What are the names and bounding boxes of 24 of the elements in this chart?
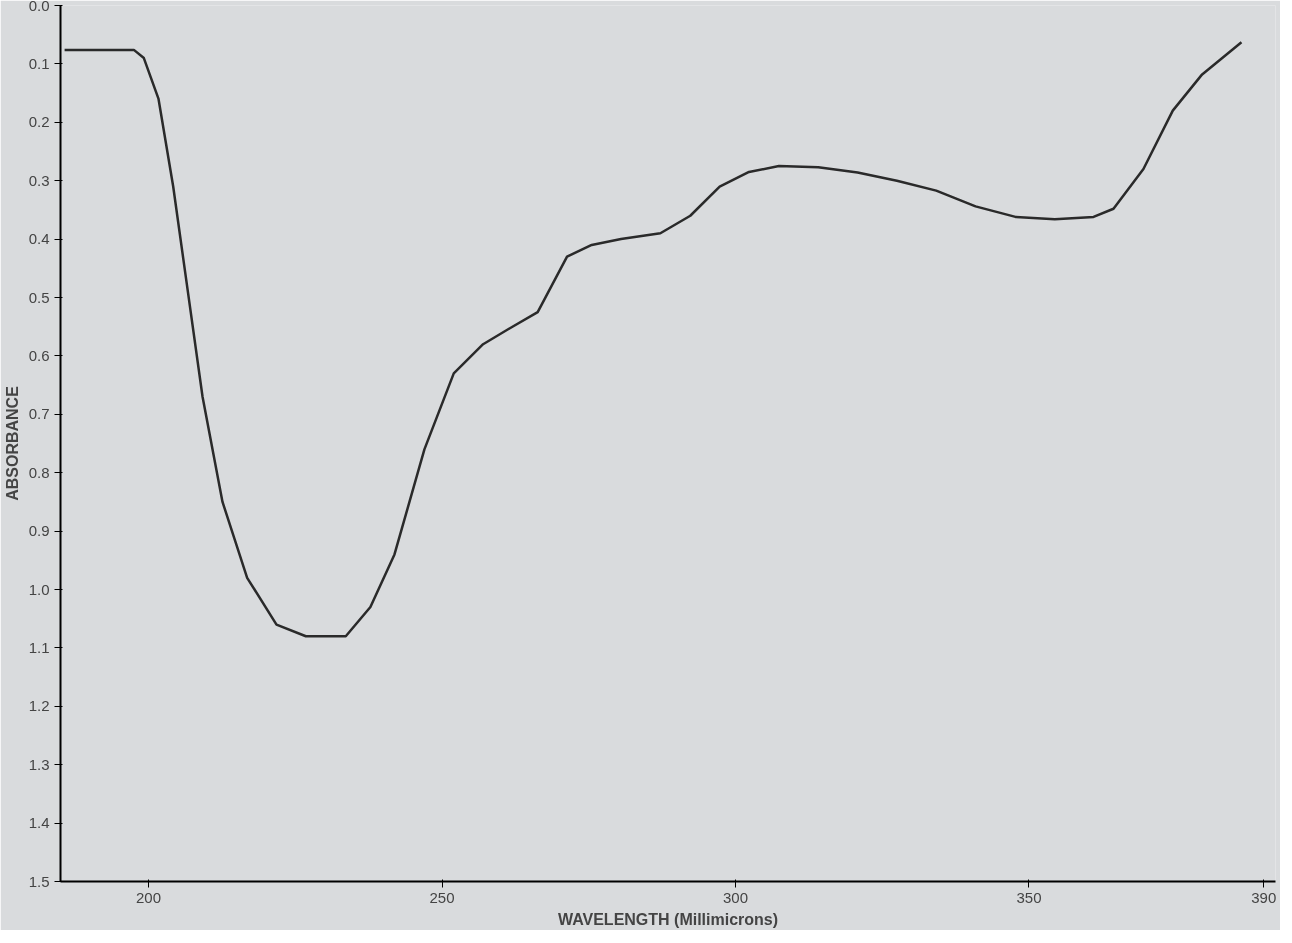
y-tick-label: 1.0 [28, 580, 50, 598]
y-tick-label: 1.4 [28, 814, 50, 832]
y-tick-label: 1.5 [28, 872, 50, 890]
y-tick-label: 1.1 [28, 638, 50, 656]
x-tick-label: 250 [429, 888, 455, 906]
y-tick-label: 0.3 [28, 171, 50, 189]
y-tick-label: 0.4 [28, 230, 50, 248]
y-tick-label: 1.3 [28, 755, 50, 773]
y-tick-label: 0.1 [28, 54, 50, 72]
y-tick-label: 0.7 [28, 405, 50, 423]
y-tick-label: 0.6 [28, 346, 50, 364]
y-tick-label: 0.8 [28, 463, 50, 481]
y-tick-label: 0.2 [28, 113, 50, 131]
y-tick-label: 0.5 [28, 288, 50, 306]
y-axis-title: ABSORBANCE [3, 385, 21, 501]
x-tick-label: 300 [722, 888, 749, 906]
x-axis-title: WAVELENGTH (Millimicrons) [557, 910, 779, 928]
line-series [63, 41, 1243, 638]
x-tick-label: 390 [1251, 888, 1277, 906]
y-tick-label: 0.0 [28, 0, 50, 14]
x-tick-label: 350 [1016, 888, 1042, 906]
x-tick-label: 200 [136, 888, 162, 906]
y-tick-label: 1.2 [28, 697, 50, 715]
y-tick-label: 0.9 [28, 522, 50, 540]
